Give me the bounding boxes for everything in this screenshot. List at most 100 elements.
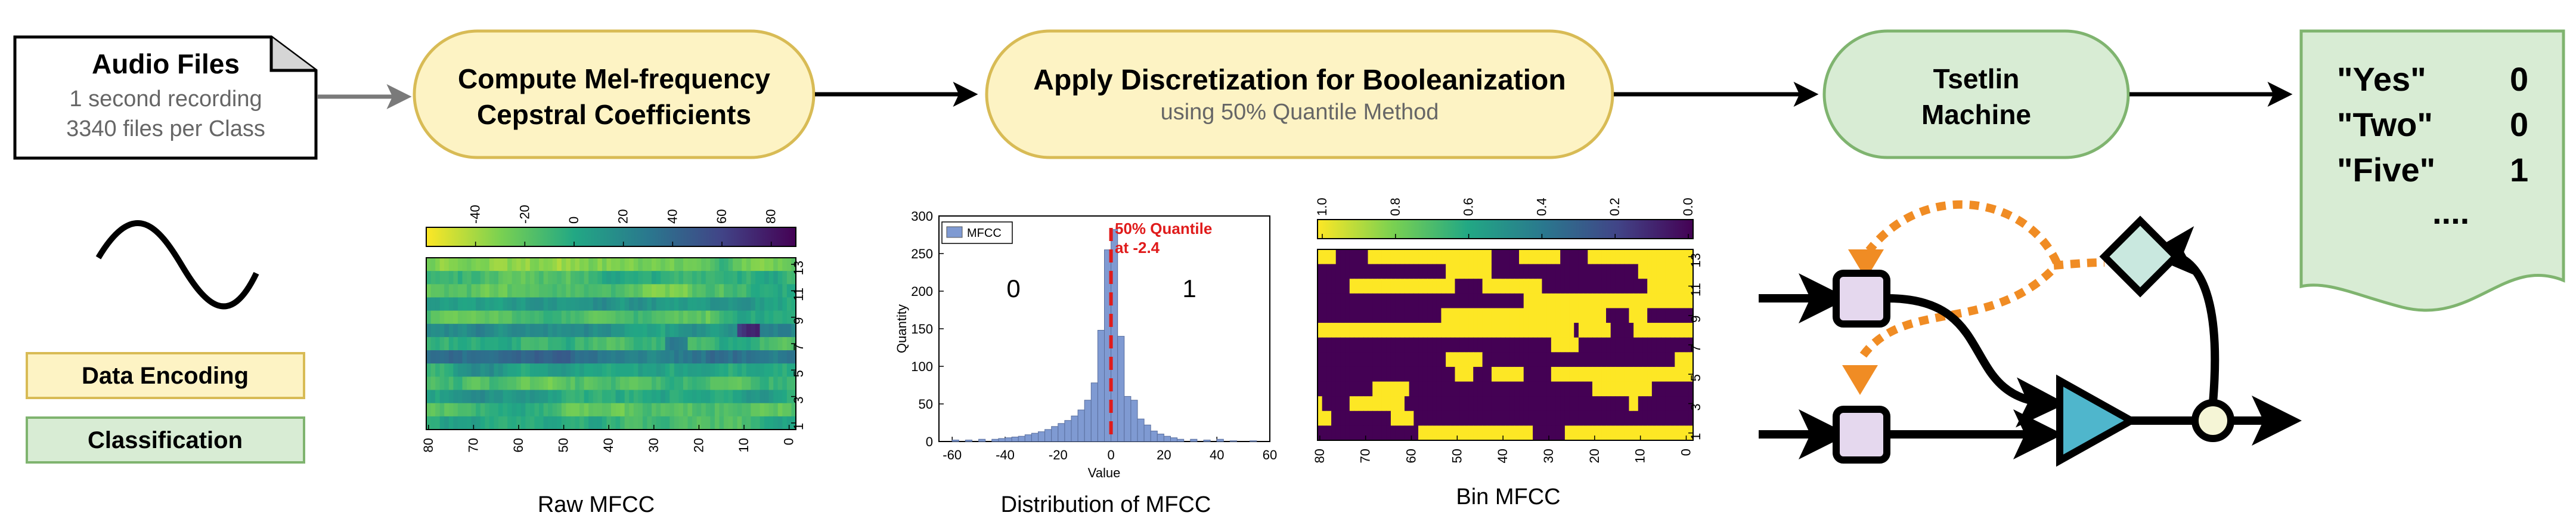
heatmap-cell [1620, 293, 1625, 309]
heatmap-cell [1340, 396, 1346, 412]
heatmap-cell [606, 350, 612, 364]
heatmap-cell [683, 271, 689, 285]
heatmap-cell [665, 284, 670, 298]
heatmap-cell [638, 310, 643, 325]
heatmap-cell [1661, 279, 1666, 294]
heatmap-cell [705, 416, 711, 430]
heatmap-cell [520, 284, 526, 298]
heatmap-cell [462, 336, 467, 351]
heatmap-cell [457, 297, 463, 311]
heatmap-cell [570, 271, 576, 285]
heatmap-cell [642, 363, 648, 377]
heatmap-cell [1468, 279, 1474, 294]
heatmap-cell [724, 258, 729, 271]
heatmap-cell [633, 416, 638, 430]
hist-bar [1124, 396, 1132, 442]
heatmap-cell [1432, 425, 1437, 440]
heatmap-cell [683, 284, 689, 298]
heatmap-cell [435, 297, 441, 311]
heatmap-cell [1441, 264, 1446, 279]
heatmap-cell [1537, 249, 1543, 265]
heatmap-cell [647, 297, 652, 311]
heatmap-cell [1496, 249, 1501, 265]
heatmap-cell [1345, 337, 1350, 353]
heatmap-cell [647, 258, 652, 271]
heatmap-cell [494, 284, 499, 298]
heatmap-cell [485, 350, 490, 364]
heatmap-cell [1661, 366, 1666, 382]
heatmap-cell [1684, 337, 1689, 353]
heatmap-cell [1647, 323, 1653, 338]
heatmap-cell [1455, 308, 1460, 323]
heatmap-cell [678, 284, 684, 298]
heatmap-cell [1340, 293, 1346, 309]
heatmap-cell [1597, 410, 1602, 426]
heatmap-cell [480, 310, 485, 325]
heatmap-cell [1450, 293, 1456, 309]
colorbar-tick-label: -40 [468, 205, 483, 224]
heatmap-cell [485, 258, 490, 271]
heatmap-cell [1422, 308, 1428, 323]
heatmap-cell [602, 336, 607, 351]
heatmap-cell [642, 350, 648, 364]
heatmap-cell [1684, 381, 1689, 397]
heatmap-cell [665, 403, 670, 417]
heatmap-cell [1436, 366, 1442, 382]
heatmap-cell [1335, 279, 1341, 294]
heatmap-cell [1564, 249, 1570, 265]
heatmap-cell [439, 376, 445, 391]
heatmap-cell [751, 323, 756, 338]
heatmap-cell [1588, 410, 1593, 426]
heatmap-cell [696, 350, 702, 364]
heatmap-cell [1487, 352, 1492, 368]
heatmap-cell [705, 403, 711, 417]
heatmap-cell [1542, 366, 1547, 382]
heatmap-cell [430, 363, 436, 377]
heatmap-cell [674, 258, 680, 271]
heatmap-cell [597, 390, 603, 404]
heatmap-x-tick-label: 60 [1404, 449, 1419, 463]
heatmap-cell [661, 336, 666, 351]
heatmap-cell [760, 336, 765, 351]
heatmap-cell [494, 376, 499, 391]
heatmap-cell [1441, 308, 1446, 323]
heatmap-cell [678, 376, 684, 391]
heatmap-cell [1610, 381, 1616, 397]
heatmap-cell [485, 390, 490, 404]
heatmap-cell [724, 323, 729, 338]
heatmap-cell [498, 336, 504, 351]
heatmap-cell [512, 336, 517, 351]
heatmap-cell [1331, 425, 1337, 440]
heatmap-cell [1464, 249, 1470, 265]
heatmap-cell [1638, 323, 1644, 338]
heatmap-cell [1537, 279, 1543, 294]
heatmap-cell [1509, 352, 1515, 368]
heatmap-cell [1418, 425, 1424, 440]
tsetlin-step-line2: Machine [1921, 99, 2031, 130]
heatmap-cell [444, 376, 450, 391]
heatmap-cell [724, 284, 729, 298]
heatmap-cell [525, 350, 531, 364]
feedback-curve-2 [1858, 268, 2054, 360]
heatmap-cell [1468, 293, 1474, 309]
heatmap-cell [1651, 396, 1657, 412]
heatmap-cell [1345, 410, 1350, 426]
heatmap-cell [570, 297, 576, 311]
heatmap-cell [1546, 366, 1552, 382]
heatmap-cell [548, 258, 553, 271]
heatmap-cell [1583, 396, 1588, 412]
heatmap-cell [1670, 323, 1675, 338]
heatmap-cell [467, 297, 472, 311]
hist-bar [1250, 440, 1257, 442]
heatmap-cell [1688, 323, 1693, 338]
hist-bar [1005, 437, 1012, 442]
heatmap-cell [516, 390, 522, 404]
heatmap-cell [512, 258, 517, 271]
heatmap-cell [782, 390, 788, 404]
heatmap-x-tick-label: 20 [691, 438, 706, 452]
heatmap-cell [1665, 410, 1671, 426]
heatmap-cell [755, 416, 761, 430]
heatmap-cell [669, 310, 675, 325]
heatmap-cell [435, 416, 441, 430]
heatmap-cell [1377, 279, 1382, 294]
